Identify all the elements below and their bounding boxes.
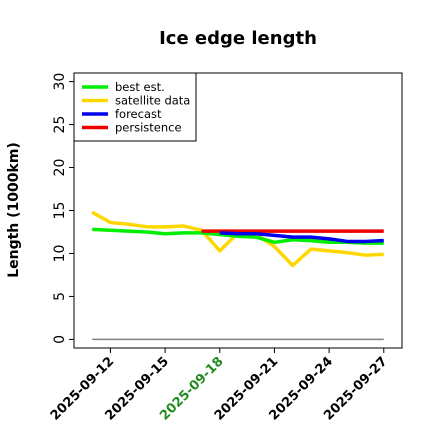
y-tick-label: 5: [52, 292, 68, 301]
chart-title: Ice edge length: [159, 28, 317, 49]
legend-box: [73, 72, 197, 142]
y-tick-label: 25: [52, 116, 68, 134]
y-tick-label: 30: [52, 73, 68, 91]
y-tick-label: 20: [52, 159, 68, 177]
y-axis-label: Length (1000km): [6, 142, 22, 278]
legend-label: persistence: [115, 121, 182, 135]
legend-label: satellite data: [115, 94, 190, 108]
y-tick-label: 0: [52, 335, 68, 344]
y-tick-label: 15: [52, 202, 68, 220]
series-line-best-est: [92, 227, 384, 245]
legend-label: forecast: [115, 107, 162, 121]
y-tick-label: 10: [52, 245, 68, 263]
legend-label: best est.: [115, 80, 165, 94]
legend: best est.satellite dataforecastpersisten…: [73, 72, 197, 142]
series-line-forecast: [219, 231, 384, 244]
